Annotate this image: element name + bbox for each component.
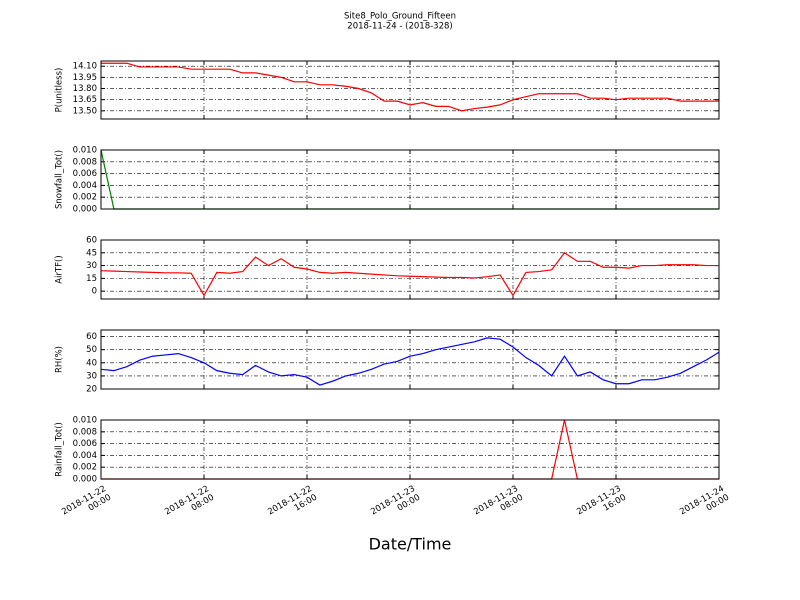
y-tick-label: 20: [86, 385, 97, 395]
y-tick-label: 45: [86, 248, 97, 258]
y-tick-label: 14.10: [73, 62, 97, 72]
y-tick-label: 30: [86, 371, 97, 381]
y-axis-label: AirTF(): [55, 255, 65, 283]
plot-frame: [100, 329, 720, 390]
y-tick-label: 13.80: [73, 84, 97, 94]
y-tick-label: 0.000: [73, 205, 97, 215]
data-line: [100, 251, 719, 297]
chart-title: Site8_Polo_Ground_Fifteen: [344, 12, 456, 22]
y-tick-label: 13.65: [73, 95, 97, 105]
y-tick-label: 0.004: [73, 451, 97, 461]
y-tick-label: 60: [86, 332, 97, 342]
x-axis-label: Date/Time: [369, 535, 452, 554]
y-tick-label: 30: [86, 261, 97, 271]
y-axis-label: Rainfall_Tot(): [55, 422, 65, 477]
plot-frame: [100, 149, 720, 210]
plot-frame: [100, 419, 720, 480]
chart-subtitle: 2018-11-24 - (2018-328): [347, 22, 452, 32]
y-tick-label: 0.002: [73, 193, 97, 203]
plot-frame: [100, 239, 720, 300]
y-axis-label: RH(%): [55, 346, 65, 373]
y-axis-label: P(unitless): [55, 68, 65, 113]
y-tick-label: 40: [86, 358, 97, 368]
y-tick-label: 0.006: [73, 169, 97, 179]
y-tick-label: 15: [86, 274, 97, 284]
y-tick-label: 0: [92, 287, 97, 297]
y-tick-label: 0.000: [73, 475, 97, 485]
y-tick-label: 0.010: [73, 146, 97, 156]
y-axis-label: Snowfall_Tot(): [55, 150, 65, 209]
y-tick-label: 0.004: [73, 181, 97, 191]
y-tick-label: 13.50: [73, 106, 97, 116]
y-tick-label: 0.006: [73, 439, 97, 449]
y-tick-label: 0.008: [73, 427, 97, 437]
y-tick-label: 0.010: [73, 416, 97, 426]
y-tick-label: 13.95: [73, 73, 97, 83]
y-tick-label: 0.002: [73, 463, 97, 473]
data-line: [101, 62, 719, 112]
y-tick-label: 0.008: [73, 157, 97, 167]
plot-frame: [100, 60, 720, 120]
y-tick-label: 60: [86, 236, 97, 246]
data-line: [100, 337, 720, 386]
y-tick-label: 50: [86, 345, 97, 355]
